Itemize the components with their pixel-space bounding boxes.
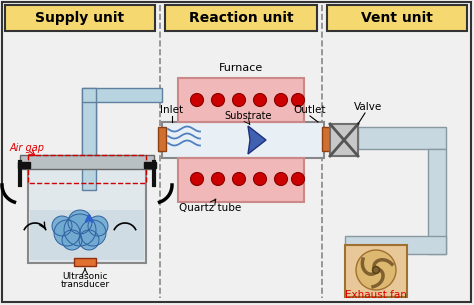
Text: transducer: transducer (61, 280, 109, 289)
Bar (322, 127, 330, 151)
Text: Valve: Valve (354, 102, 382, 112)
Text: Air gap: Air gap (10, 143, 45, 153)
Circle shape (254, 94, 266, 106)
Circle shape (373, 267, 380, 274)
Bar (82, 102, 96, 190)
Text: Vent unit: Vent unit (361, 11, 433, 25)
Text: Supply unit: Supply unit (36, 11, 125, 25)
Bar (5, 5, 155, 31)
Circle shape (64, 214, 96, 246)
Circle shape (233, 173, 246, 185)
Bar (327, 5, 467, 31)
Bar (178, 78, 304, 122)
Circle shape (191, 94, 203, 106)
Circle shape (292, 94, 304, 106)
Text: Inlet: Inlet (160, 105, 183, 115)
Circle shape (68, 210, 92, 234)
Bar (428, 149, 446, 254)
Bar (30, 210, 144, 260)
Bar (158, 127, 166, 151)
Circle shape (254, 173, 266, 185)
Bar (82, 88, 162, 102)
Bar (18, 162, 30, 168)
Circle shape (356, 250, 396, 290)
Circle shape (211, 94, 225, 106)
Bar (28, 155, 146, 183)
Text: Ultrasonic: Ultrasonic (62, 272, 108, 281)
Bar (345, 236, 446, 254)
Text: Exhaust fan: Exhaust fan (345, 290, 407, 300)
Circle shape (62, 230, 82, 250)
Circle shape (233, 94, 246, 106)
Text: Reaction unit: Reaction unit (189, 11, 293, 25)
Bar (28, 168, 146, 263)
Text: Outlet: Outlet (294, 105, 326, 115)
Bar (82, 88, 96, 156)
Circle shape (274, 173, 288, 185)
Bar (74, 258, 96, 266)
Bar (165, 5, 317, 31)
Polygon shape (248, 126, 266, 154)
Bar (358, 127, 446, 149)
Bar (162, 122, 324, 158)
Bar (178, 158, 304, 202)
Circle shape (88, 216, 108, 236)
Circle shape (211, 173, 225, 185)
Circle shape (292, 173, 304, 185)
Circle shape (191, 173, 203, 185)
Text: Quartz tube: Quartz tube (179, 203, 241, 213)
Text: Furnace: Furnace (219, 63, 263, 73)
Circle shape (54, 220, 80, 246)
Bar (144, 162, 156, 168)
Bar (330, 124, 358, 156)
Circle shape (80, 220, 106, 246)
Text: Substrate: Substrate (224, 111, 272, 121)
Circle shape (52, 216, 72, 236)
Circle shape (79, 230, 99, 250)
Bar (345, 245, 407, 297)
Circle shape (274, 94, 288, 106)
Bar (20, 155, 154, 169)
